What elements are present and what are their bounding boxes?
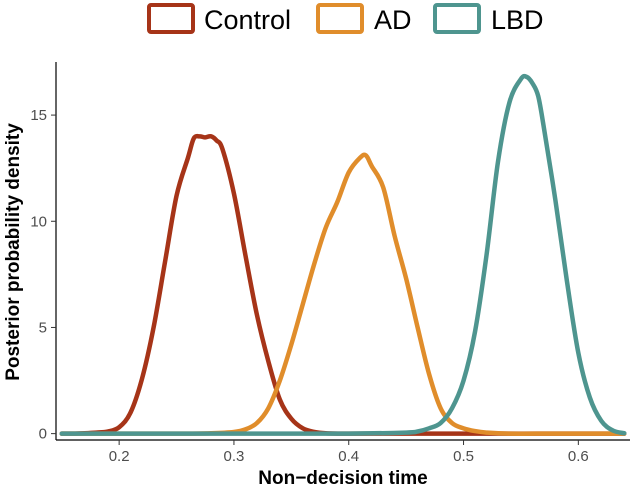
series-lines: [59, 73, 627, 436]
y-tick-label: 10: [30, 213, 47, 230]
legend-label-control: Control: [204, 5, 291, 35]
y-tick-label: 5: [39, 319, 47, 336]
y-ticks: 0 5 10 15: [30, 107, 56, 443]
legend-label-lbd: LBD: [491, 5, 544, 35]
x-tick-label: 0.5: [453, 448, 474, 465]
legend-item-lbd: LBD: [433, 3, 544, 35]
series-line-lbd: [59, 73, 627, 436]
legend-key-ad: [316, 3, 364, 34]
legend-key-control: [147, 3, 195, 34]
y-axis-title: Posterior probability density: [3, 123, 24, 381]
legend-item-control: Control: [147, 3, 291, 35]
legend: Control AD LBD: [147, 3, 544, 35]
x-tick-label: 0.4: [338, 448, 359, 465]
legend-key-lbd: [433, 3, 481, 34]
y-tick-label: 15: [30, 107, 47, 124]
x-tick-label: 0.2: [109, 448, 130, 465]
x-tick-label: 0.3: [224, 448, 245, 465]
x-axis-title: Non−decision time: [258, 468, 427, 488]
x-tick-label: 0.6: [568, 448, 589, 465]
legend-label-ad: AD: [374, 5, 412, 35]
x-ticks: 0.2 0.3 0.4 0.5 0.6: [109, 440, 589, 465]
y-tick-label: 0: [39, 426, 47, 443]
series-line-ad: [59, 152, 627, 436]
legend-item-ad: AD: [316, 3, 412, 35]
